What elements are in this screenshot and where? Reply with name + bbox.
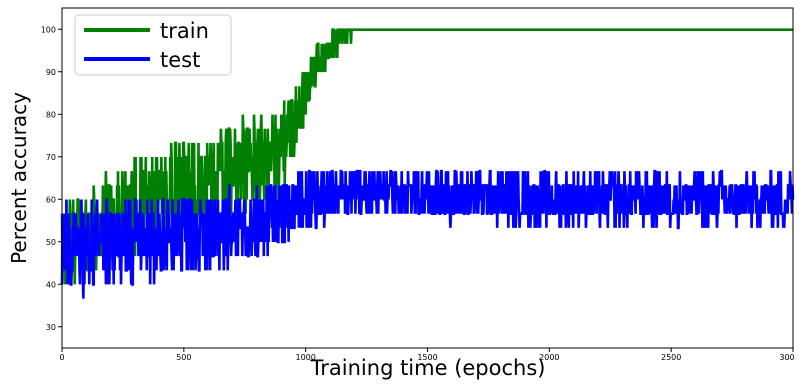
x-tick-label: 1000 (295, 353, 315, 362)
legend-label-test: test (160, 48, 200, 72)
x-tick-label: 2500 (661, 353, 681, 362)
y-tick-label: 60 (46, 195, 56, 204)
y-tick-label: 40 (46, 280, 56, 289)
x-tick-label: 300 (779, 353, 794, 362)
y-tick-label: 50 (46, 238, 56, 247)
x-tick-label: 0 (59, 353, 64, 362)
x-tick-label: 1500 (417, 353, 437, 362)
series-layer (60, 28, 795, 299)
x-tick-label: 500 (176, 353, 191, 362)
x-axis-label: Training time (epochs) (310, 356, 546, 380)
series-line-train (60, 28, 793, 285)
y-tick-label: 100 (41, 25, 56, 34)
legend-label-train: train (160, 19, 209, 43)
x-tick-label: 2000 (539, 353, 559, 362)
x-axis-ticks: 0 500 1000 1500 2000 2500 300 (59, 348, 795, 362)
y-tick-label: 70 (46, 153, 56, 162)
y-tick-label: 80 (46, 110, 56, 119)
y-tick-label: 90 (46, 68, 56, 77)
y-axis-ticks: 30 40 50 60 70 80 90 100 (41, 25, 62, 332)
series-line-test (60, 169, 795, 299)
y-axis-label: Percent accuracy (7, 92, 31, 264)
y-tick-label: 30 (46, 323, 56, 332)
legend: train test (74, 14, 232, 76)
